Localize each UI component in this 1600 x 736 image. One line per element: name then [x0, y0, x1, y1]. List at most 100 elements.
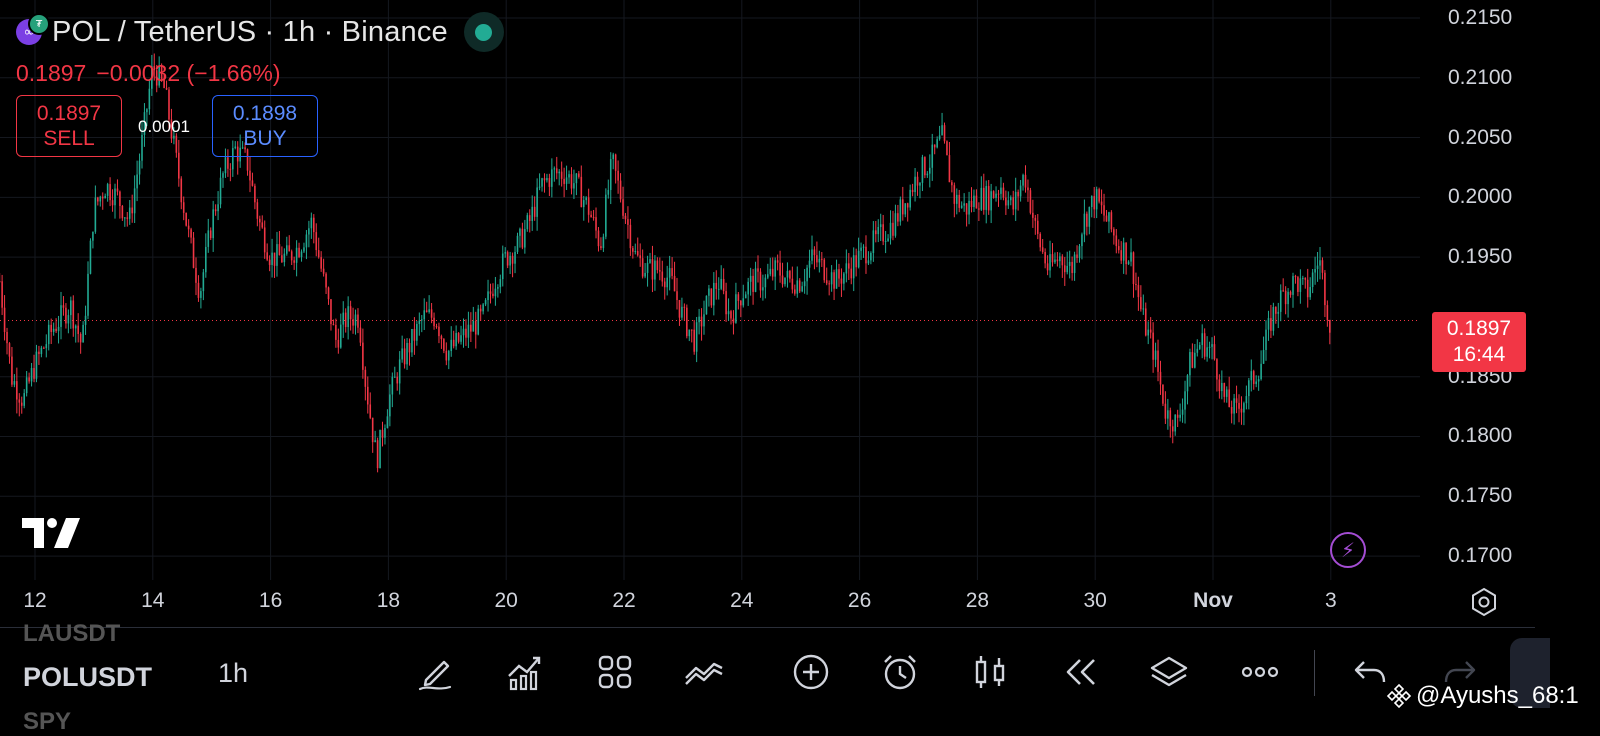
candle [28, 373, 30, 384]
candle-body [207, 230, 209, 247]
candle-body [109, 184, 111, 200]
candle-body [433, 318, 435, 326]
symbol-current[interactable]: POLUSDT [23, 662, 152, 693]
candle [453, 331, 455, 349]
candle-body [1258, 379, 1260, 381]
candle [676, 278, 678, 310]
alert-icon[interactable] [880, 652, 920, 692]
candle-body [205, 247, 207, 272]
candle [97, 197, 99, 206]
candle-body [711, 288, 713, 305]
candle [620, 173, 622, 202]
candle [124, 217, 126, 227]
candle-body [1263, 350, 1265, 364]
candle [610, 152, 612, 204]
candle [41, 346, 43, 357]
buy-button[interactable]: 0.1898 BUY [212, 95, 318, 157]
candle-body [799, 280, 801, 291]
candle-body [1084, 214, 1086, 235]
sell-button[interactable]: 0.1897 SELL [16, 95, 122, 157]
candle [625, 213, 627, 224]
candle-style-icon[interactable] [970, 652, 1010, 692]
candle [1223, 383, 1225, 403]
candle-body [222, 173, 224, 178]
more-icon[interactable] [1240, 652, 1280, 692]
candle [200, 288, 202, 309]
candle-body [362, 343, 364, 370]
candle [136, 161, 138, 201]
candle [534, 196, 536, 220]
candle [868, 251, 870, 265]
candle-body [877, 227, 879, 234]
candle-body [1174, 415, 1176, 432]
candle [914, 168, 916, 201]
candle [902, 187, 904, 221]
candle-body [809, 261, 811, 268]
candle [536, 178, 538, 230]
tradingview-logo-icon[interactable] [22, 516, 80, 550]
candle-body [752, 276, 754, 292]
candle-body [134, 188, 136, 213]
undo-icon[interactable] [1350, 652, 1390, 692]
candle [600, 237, 602, 250]
candle [77, 313, 79, 342]
candle-body [423, 310, 425, 319]
candle-body [33, 368, 35, 379]
candle-body [365, 370, 367, 387]
lightning-icon[interactable]: ⚡ [1330, 532, 1366, 568]
candle-body [1015, 192, 1017, 209]
candle-body [978, 208, 980, 209]
candlestick-chart[interactable] [0, 0, 1420, 580]
candle-body [406, 343, 408, 364]
candle-body [190, 229, 192, 237]
candle-body [1022, 175, 1024, 186]
candle [561, 162, 563, 187]
candle-body [583, 200, 585, 207]
candle-body [259, 219, 261, 223]
candle-body [1012, 197, 1014, 209]
candle-body [254, 186, 256, 202]
compare-icon[interactable] [684, 652, 724, 692]
pencil-icon[interactable] [416, 652, 456, 692]
candle-body [865, 247, 867, 264]
candle-body [198, 283, 200, 298]
candle [369, 392, 371, 419]
candle [1277, 303, 1279, 328]
candle-body [217, 204, 219, 211]
indicators-icon[interactable] [505, 652, 545, 692]
add-icon[interactable] [791, 652, 831, 692]
candle [755, 262, 757, 292]
market-open-status-icon[interactable] [464, 12, 504, 52]
candle-body [990, 191, 992, 210]
layers-icon[interactable] [1149, 652, 1189, 692]
candle [637, 238, 639, 257]
candle-body [1179, 415, 1181, 418]
candle-body [65, 308, 67, 324]
candle-body [1204, 333, 1206, 356]
candle-body [1165, 404, 1167, 419]
chart-settings-icon[interactable] [1468, 586, 1500, 618]
candle [328, 287, 330, 305]
candle-body [1086, 214, 1088, 227]
candle [563, 168, 565, 198]
candle [323, 259, 325, 277]
replay-icon[interactable] [1060, 652, 1100, 692]
candle [639, 243, 641, 266]
candle [470, 312, 472, 342]
symbol-prev[interactable]: LAUSDT [23, 620, 120, 648]
candle-body [4, 308, 6, 332]
candle-body [691, 330, 693, 331]
candle-body [497, 287, 499, 289]
symbol-title[interactable]: POL / TetherUS · 1h · Binance [52, 16, 448, 49]
grid-icon[interactable] [595, 652, 635, 692]
candle [927, 171, 929, 178]
candle-body [1044, 252, 1046, 263]
candle-body [1233, 398, 1235, 413]
candle-body [838, 269, 840, 278]
candle [912, 184, 914, 196]
symbol-next[interactable]: SPY [23, 708, 71, 736]
candle-body [16, 381, 18, 399]
timeframe-selector[interactable]: 1h [218, 658, 248, 689]
candle [1314, 257, 1316, 285]
symbol-header[interactable]: ∞₮ POL / TetherUS · 1h · Binance [16, 12, 504, 52]
